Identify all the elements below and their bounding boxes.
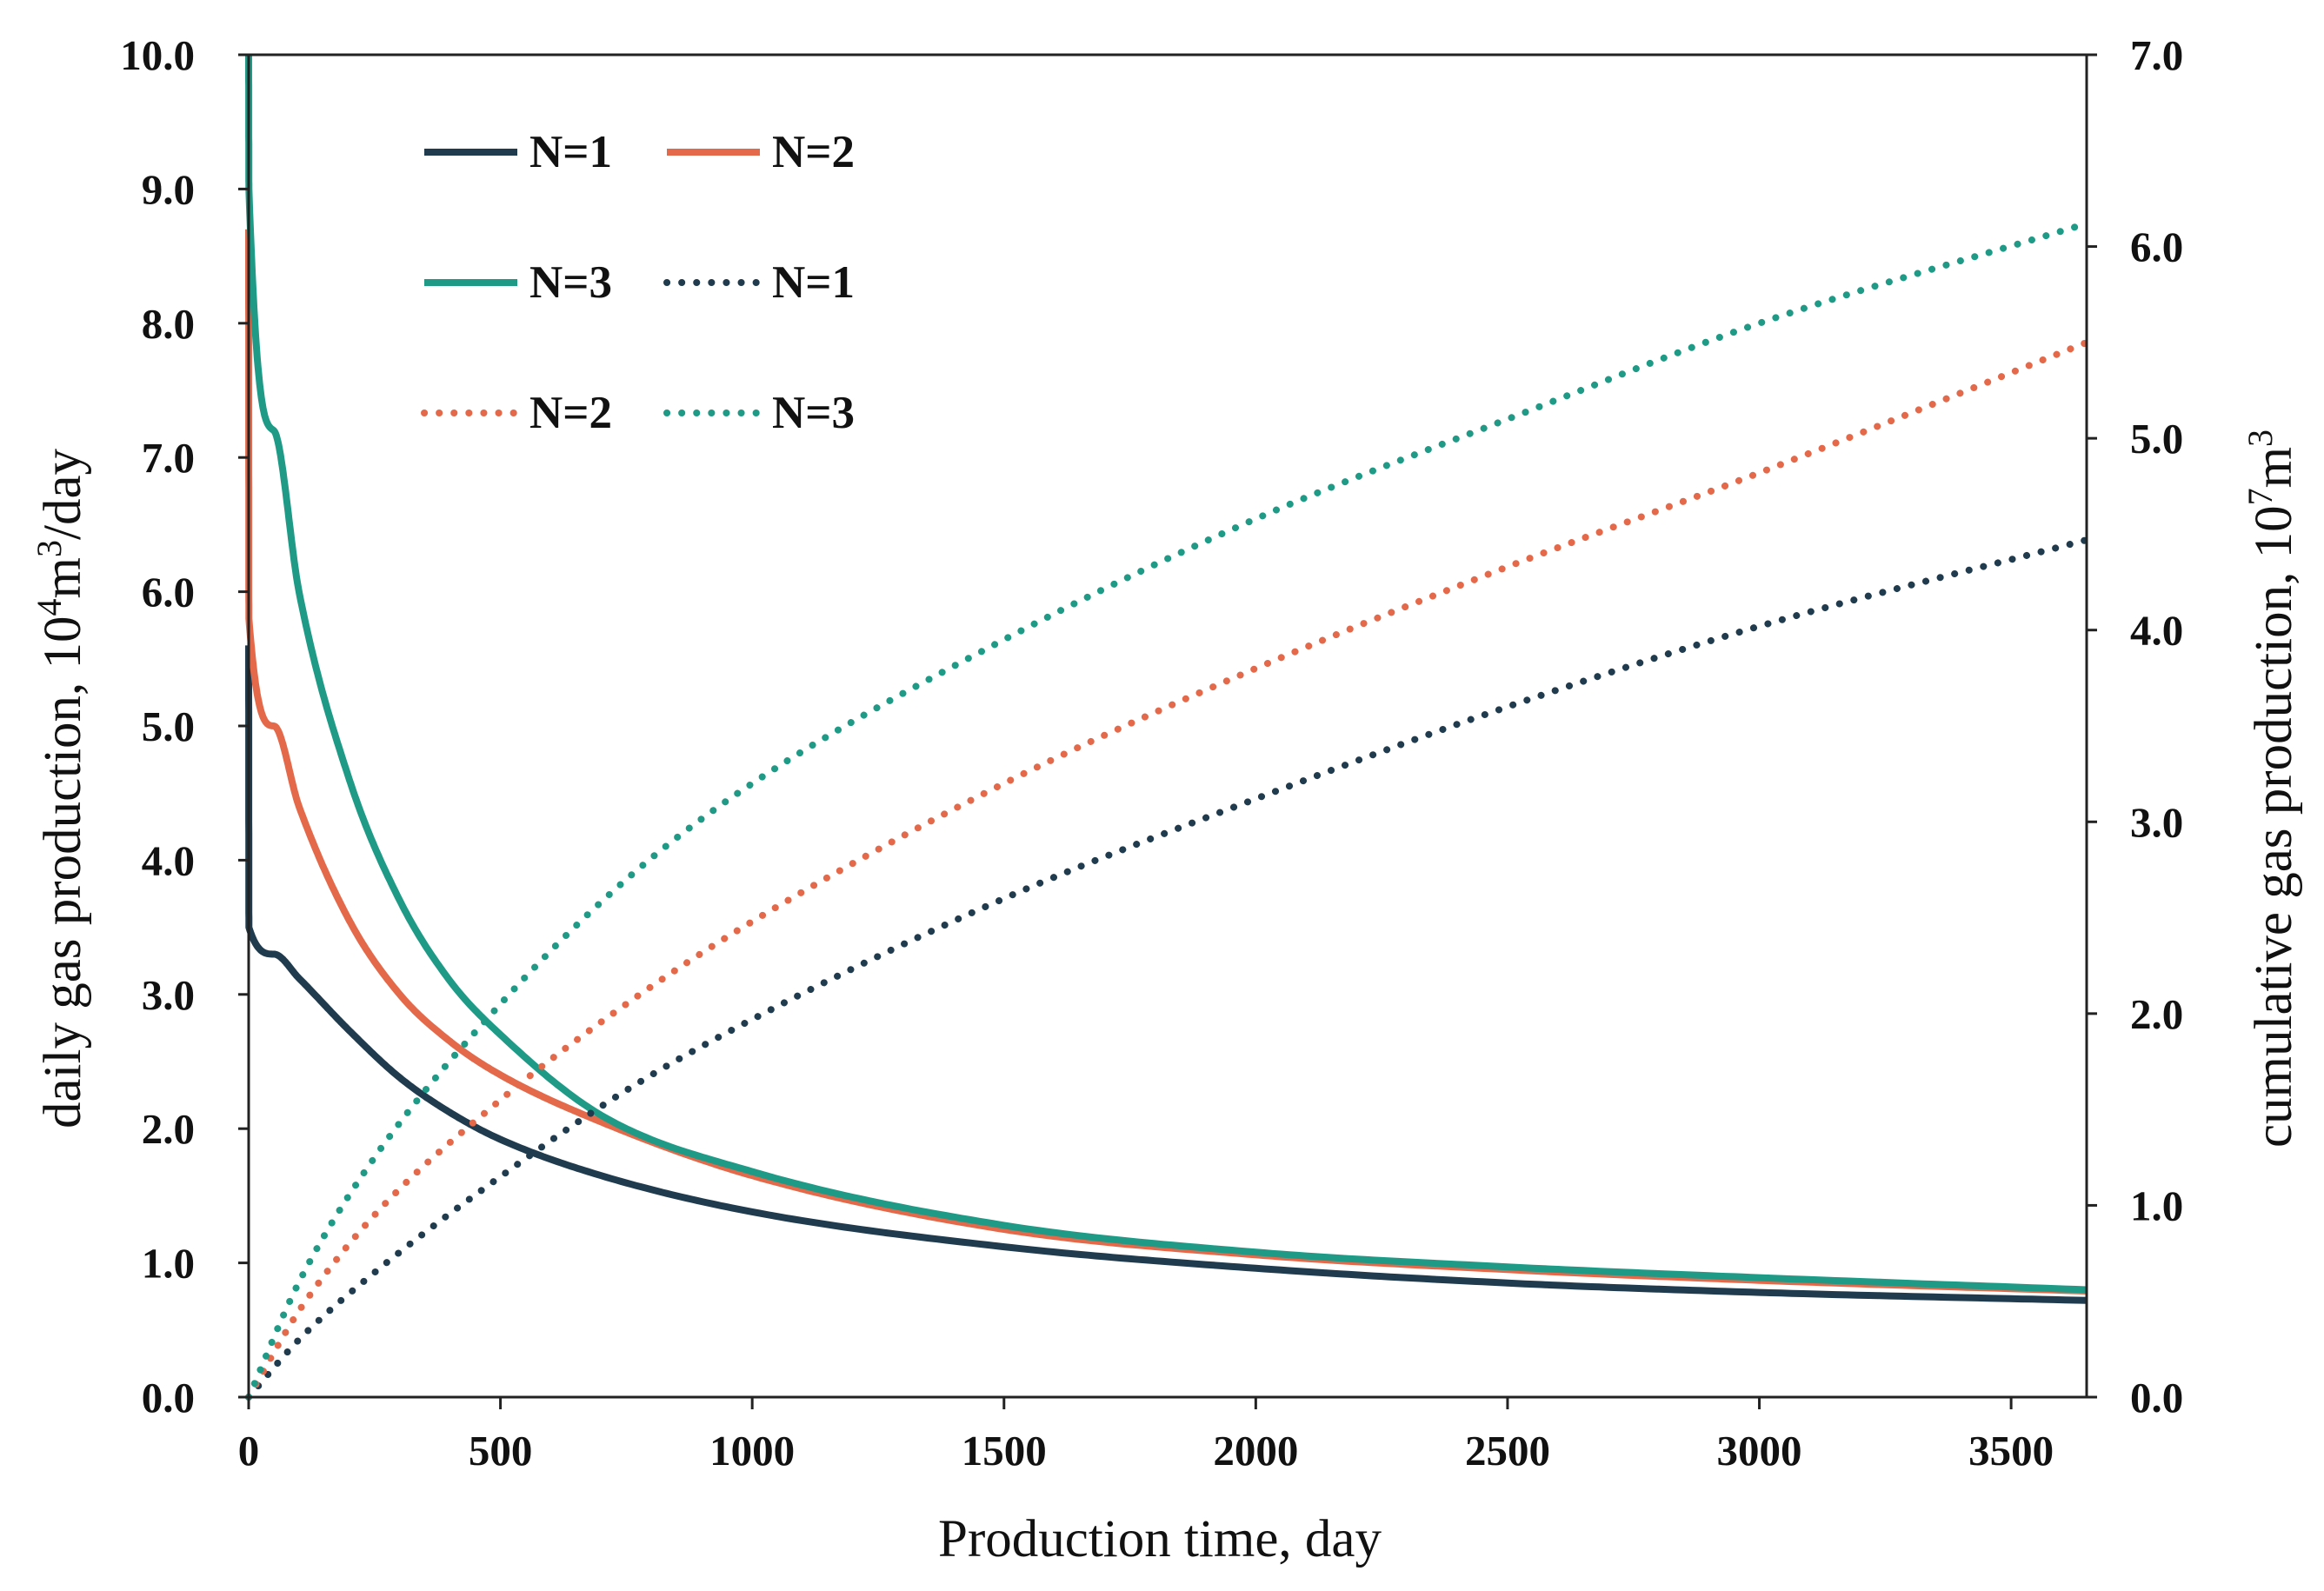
y-right-title-part1: cumulative gas production, 10 [2245, 505, 2303, 1148]
x-tick-label: 3000 [1717, 1427, 1802, 1475]
y-right-tick-label: 4.0 [2130, 607, 2183, 655]
x-tick-label: 3500 [1968, 1427, 2054, 1475]
series-line-N3-cumulative [245, 220, 2090, 1401]
y-left-tick-label: 5.0 [142, 702, 195, 750]
x-tick-label: 1500 [962, 1427, 1047, 1475]
series-layer [245, 55, 2090, 1401]
y-left-tick-label: 6.0 [142, 569, 195, 616]
y-left-tick-label: 2.0 [142, 1105, 195, 1153]
y-left-tick-label: 7.0 [142, 434, 195, 482]
y-right-tick-label: 7.0 [2130, 31, 2183, 79]
series-line-N2-cumulative [245, 338, 2090, 1401]
series-line-N1-daily [245, 645, 2088, 1304]
y-right-tick-label: 5.0 [2130, 415, 2183, 463]
legend-label-n1-daily: N=1 [529, 127, 612, 177]
x-axis-title: Production time, day [938, 1510, 1382, 1568]
x-tick-label: 2500 [1465, 1427, 1550, 1475]
y-left-tick-label: 8.0 [142, 300, 195, 348]
x-tick-label: 1000 [709, 1427, 795, 1475]
y-left-title-part2: m [34, 557, 92, 598]
y-left-title-part1: daily gas production, 10 [34, 616, 92, 1128]
x-tick-label: 500 [469, 1427, 533, 1475]
y-left-tick-label: 0.0 [142, 1374, 195, 1421]
y-left-tick-label: 10.0 [120, 31, 195, 79]
x-tick-label: 2000 [1213, 1427, 1298, 1475]
ticks-layer: 0 500 1000 1500 2000 2500 3000 3500 0.0 1.0 2.0 3.0… [120, 31, 2183, 1475]
y-right-title-sup2: 3 [2241, 429, 2280, 447]
legend-label-n2-cumulative: N=2 [529, 388, 612, 438]
y-right-tick-label: 2.0 [2130, 990, 2183, 1038]
legend-label-n3-cumulative: N=3 [772, 388, 855, 438]
y-left-tick-label: 3.0 [142, 971, 195, 1019]
y-right-tick-label: 1.0 [2130, 1182, 2183, 1229]
y-left-tick-label: 1.0 [142, 1240, 195, 1288]
legend-label-n3-daily: N=3 [529, 257, 612, 308]
legend: N=1 N=2 N=3 N=1 N=2 N=3 [421, 127, 855, 438]
y-right-title-sup1: 7 [2241, 488, 2280, 505]
x-tick-label: 0 [238, 1427, 260, 1475]
series-line-N3-daily [245, 55, 2088, 1294]
y-left-title-part3: /day [34, 448, 92, 540]
legend-label-n1-cumulative: N=1 [772, 257, 855, 308]
y-left-tick-label: 4.0 [142, 836, 195, 884]
y-left-title-sup1: 4 [30, 598, 69, 616]
y-right-tick-label: 6.0 [2130, 223, 2183, 271]
y-right-axis-title: cumulative gas production, 107m3 [2241, 429, 2303, 1148]
y-right-title-part2: m [2245, 447, 2303, 488]
y-left-tick-label: 9.0 [142, 165, 195, 213]
y-left-title-sup2: 3 [30, 540, 69, 557]
y-left-axis-title: daily gas production, 104m3/day [30, 448, 92, 1128]
y-right-tick-label: 0.0 [2130, 1374, 2183, 1421]
y-right-tick-label: 3.0 [2130, 798, 2183, 846]
legend-label-n2-daily: N=2 [772, 127, 855, 177]
